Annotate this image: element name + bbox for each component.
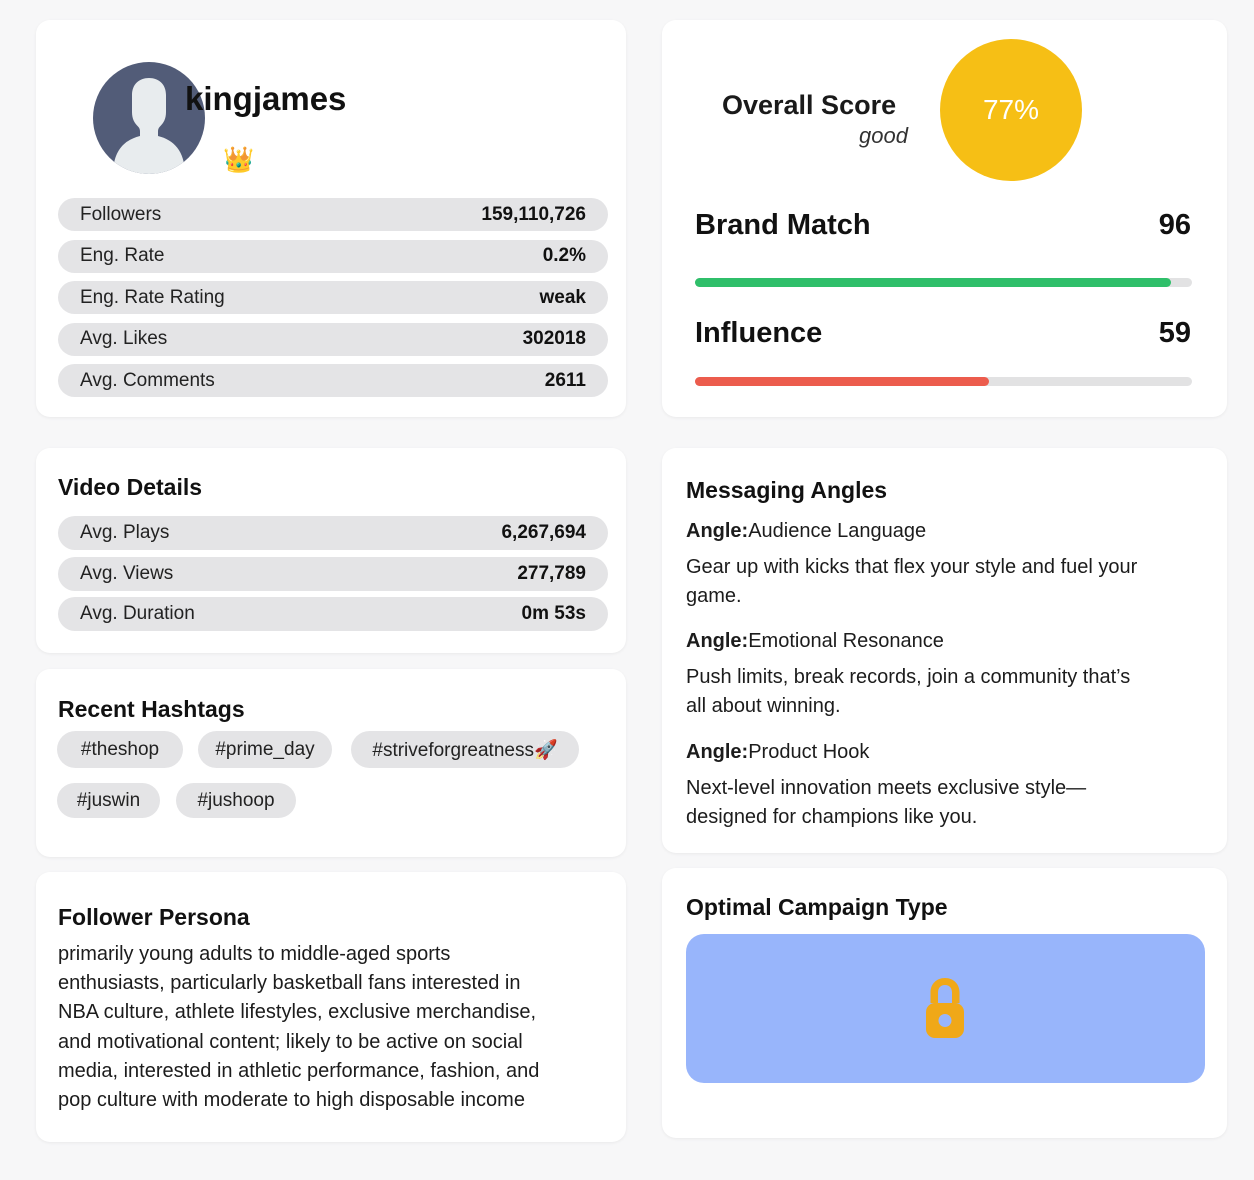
svg-text:77%: 77% [983,94,1039,125]
